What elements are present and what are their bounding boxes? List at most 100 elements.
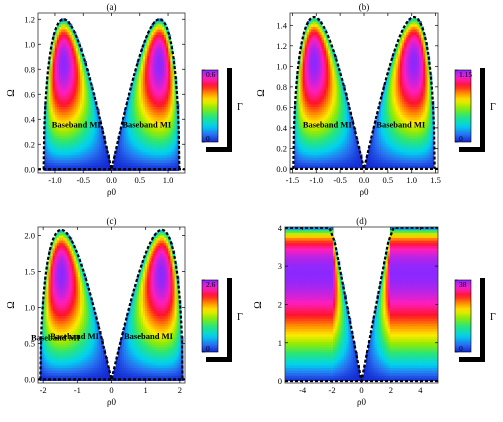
heat-cell: [334, 127, 338, 131]
heat-cell: [414, 135, 418, 139]
heat-cell: [402, 37, 405, 41]
heat-cell: [383, 141, 386, 145]
heat-cell: [423, 53, 426, 57]
heat-cell: [82, 90, 85, 94]
heat-cell: [56, 117, 60, 121]
heat-cell: [323, 143, 327, 147]
heat-cell: [321, 74, 325, 78]
heat-cell: [374, 162, 378, 166]
heat-cell: [73, 69, 77, 73]
heat-cell: [92, 162, 96, 166]
heat-cell: [412, 45, 416, 49]
heat-cell: [370, 157, 374, 161]
heat-cell: [385, 125, 388, 129]
heat-cell: [391, 79, 395, 83]
heat-cell: [418, 143, 422, 147]
heat-cell: [395, 79, 399, 83]
heat-cell: [313, 63, 316, 67]
heat-cell: [136, 106, 140, 110]
heat-cell: [151, 77, 155, 81]
heat-cell: [321, 133, 325, 137]
heat-cell: [84, 71, 87, 75]
heat-cell: [325, 114, 329, 118]
heat-cell: [395, 157, 399, 161]
heat-cell: [298, 154, 302, 158]
heat-cell: [149, 69, 152, 73]
heat-cell: [399, 74, 403, 78]
heat-cell: [399, 87, 403, 91]
heat-cell: [294, 103, 297, 107]
heat-cell: [304, 127, 308, 131]
heat-cell: [117, 165, 121, 169]
heat-cell: [412, 154, 416, 158]
heat-cell: [159, 87, 163, 91]
heat-cell: [80, 133, 83, 137]
heat-cell: [164, 159, 167, 163]
heat-cell: [315, 93, 319, 97]
heat-cell: [300, 71, 304, 75]
heat-cell: [75, 58, 79, 62]
heat-cell: [389, 114, 393, 118]
heat-cell: [69, 95, 73, 99]
heat-cell: [412, 127, 416, 131]
heat-cell: [52, 71, 56, 75]
heat-cell: [174, 165, 178, 169]
heat-cell: [50, 79, 54, 83]
heat-cell: [340, 162, 344, 166]
heat-cell: [145, 151, 148, 155]
heat-cell: [349, 141, 352, 145]
heat-cell: [88, 85, 92, 89]
heat-cell: [168, 154, 171, 158]
heat-cell: [349, 157, 352, 161]
heatmap: [38, 18, 185, 171]
heat-cell: [44, 143, 47, 147]
heat-cell: [418, 71, 422, 75]
heat-cell: [399, 111, 403, 115]
heat-cell: [336, 135, 340, 139]
heat-cell: [52, 154, 56, 158]
heat-cell: [309, 85, 312, 89]
heat-cell: [309, 103, 312, 107]
heat-cell: [349, 162, 352, 166]
heat-cell: [393, 66, 397, 70]
heat-cell: [332, 165, 335, 169]
heat-cell: [330, 103, 333, 107]
heat-cell: [404, 29, 407, 33]
heat-cell: [408, 45, 412, 49]
heat-cell: [323, 69, 327, 73]
heat-cell: [69, 157, 73, 161]
heat-cell: [77, 162, 81, 166]
heat-cell: [128, 151, 131, 155]
heat-cell: [52, 162, 56, 166]
heat-cell: [170, 95, 173, 99]
heat-cell: [166, 151, 169, 155]
heat-cell: [71, 58, 75, 62]
heat-cell: [63, 109, 66, 113]
heat-cell: [429, 133, 433, 137]
heat-cell: [130, 141, 134, 145]
heat-cell: [170, 151, 173, 155]
heat-cell: [75, 71, 79, 75]
heat-cell: [296, 138, 300, 142]
heat-cell: [376, 119, 380, 123]
heat-cell: [65, 71, 68, 75]
heat-cell: [311, 77, 314, 81]
heat-cell: [77, 138, 81, 142]
heat-cell: [402, 71, 405, 75]
heat-cell: [416, 141, 420, 145]
heat-cell: [174, 114, 178, 118]
heat-cell: [304, 66, 308, 70]
heat-cell: [423, 42, 426, 46]
heat-cell: [88, 122, 92, 126]
heat-cell: [128, 146, 131, 150]
heat-cell: [48, 146, 52, 150]
heat-cell: [159, 63, 163, 67]
heat-cell: [88, 130, 92, 134]
heat-cell: [153, 98, 157, 102]
heat-cell: [315, 138, 319, 142]
heat-cell: [300, 151, 304, 155]
heat-cell: [311, 71, 314, 75]
heat-cell: [385, 138, 388, 142]
heat-cell: [145, 42, 148, 46]
heat-cell: [328, 82, 331, 86]
